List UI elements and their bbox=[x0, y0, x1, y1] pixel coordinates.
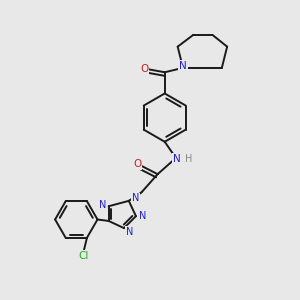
Text: N: N bbox=[98, 200, 106, 210]
Text: N: N bbox=[139, 211, 146, 221]
Text: N: N bbox=[173, 154, 181, 164]
Text: O: O bbox=[133, 159, 141, 170]
Text: O: O bbox=[140, 64, 148, 74]
Text: Cl: Cl bbox=[78, 251, 88, 261]
Text: N: N bbox=[126, 226, 133, 237]
Text: N: N bbox=[132, 194, 139, 203]
Text: N: N bbox=[179, 61, 187, 71]
Text: H: H bbox=[184, 154, 192, 164]
